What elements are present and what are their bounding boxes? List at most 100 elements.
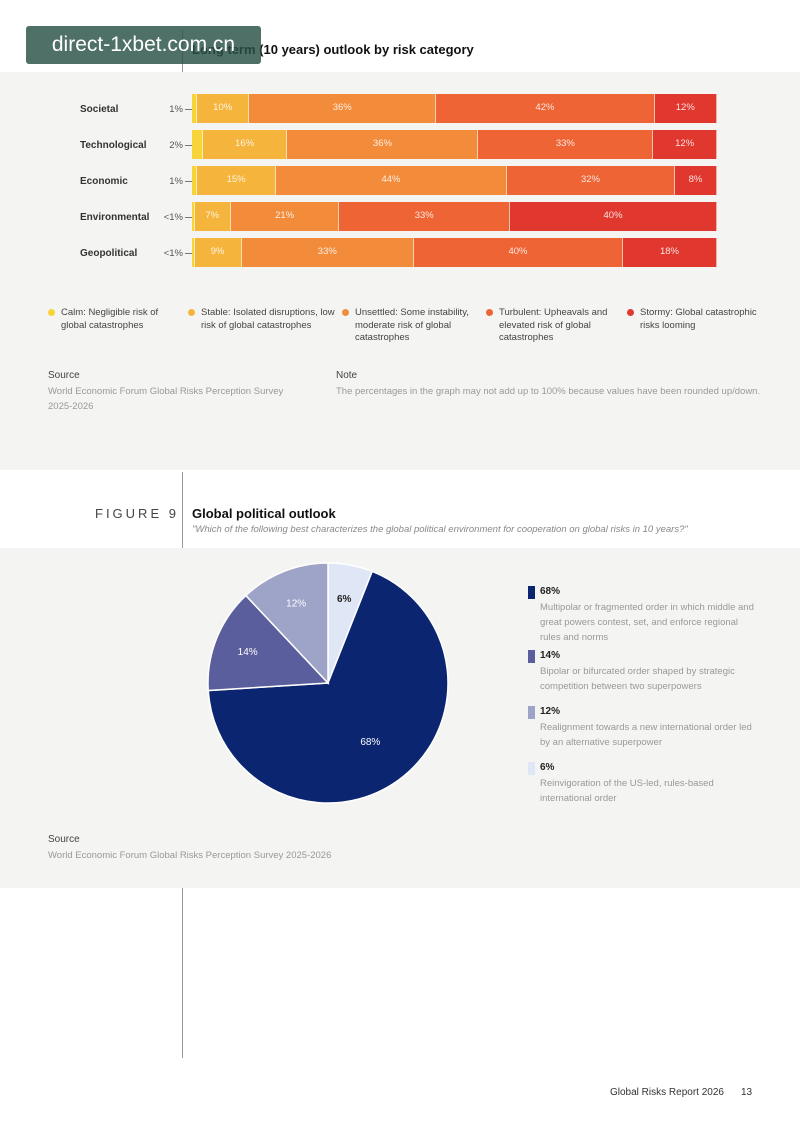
bar-value-label: 21% [275,210,295,221]
bar-calm-tick [185,181,193,182]
pie-legend-description: Reinvigoration of the US-led, rules-base… [540,778,714,804]
bar-value-label: 33% [317,246,337,257]
bar-category-label: Environmental [80,212,150,223]
bar-value-label: 32% [580,174,600,185]
bar-segment-unsettled: 36% [287,130,479,159]
pie-legend-swatch [528,586,535,599]
legend-color-dot [48,309,55,316]
bar-category-label: Societal [80,104,119,115]
bar-value-label: 16% [235,138,255,149]
figure8-source-heading: Source [48,370,80,381]
pie-legend-item: 12% Realignment towards a new internation… [528,706,755,750]
bar-segment-turbulent: 40% [413,238,623,267]
bar-value-label: 12% [675,102,695,113]
bar-value-label: 33% [414,210,434,221]
watermark-banner: direct-1xbet.com.cn [26,26,261,64]
pie-slice-label: 68% [360,737,380,748]
bar-row: 15% 44% 32% 8% [192,166,717,195]
bar-value-label: 40% [603,210,623,221]
bar-value-label: 18% [659,246,679,257]
bar-segment-stormy: 40% [510,202,717,231]
bar-value-label: 12% [675,138,695,149]
bar-segment-unsettled: 21% [230,202,340,231]
bar-segment-calm [192,202,195,231]
bar-legend-item: Unsettled: Some instability, moderate ri… [342,307,475,345]
pie-legend-swatch [528,762,535,775]
bar-segment-unsettled: 36% [249,94,437,123]
bar-row: 7% 21% 33% 40% [192,202,717,231]
pie-slice [207,570,449,804]
bar-calm-tick [185,109,193,110]
pie-legend-item: 68% Multipolar or fragmented order in whi… [528,586,755,645]
bar-segment-turbulent: 42% [436,94,655,123]
divider-line-bottom [182,888,183,1058]
bar-value-label: 8% [688,174,703,185]
bar-value-label: 42% [535,102,555,113]
pie-legend-swatch [528,706,535,719]
bar-segment-stormy: 12% [653,130,717,159]
bar-segment-stormy: 8% [675,166,717,195]
figure9-subtitle: "Which of the following best characteriz… [192,524,688,535]
bar-segment-calm [192,130,203,159]
bar-calm-label: 1% [169,104,183,115]
pie-slice [244,562,329,685]
figure8-note-text: The percentages in the graph may not add… [336,386,761,397]
pie-legend-swatch [528,650,535,663]
bar-segment-stable: 15% [197,166,276,195]
bar-value-label: 33% [555,138,575,149]
bar-calm-tick [185,145,193,146]
bar-value-label: 9% [210,246,225,257]
footer-page-number: 13 [741,1087,753,1098]
bar-value-label: 7% [205,210,220,221]
bar-calm-label: 2% [169,140,183,151]
pie-slice [207,594,330,692]
bar-segment-calm [192,94,198,123]
bar-value-label: 40% [508,246,528,257]
bar-value-label: 10% [213,102,233,113]
bar-segment-calm [192,238,195,267]
bar-row: 9% 33% 40% 18% [192,238,717,267]
bar-category-label: Economic [80,176,128,187]
pie-legend-description: Multipolar or fragmented order in which … [540,602,754,643]
footer-report-title: Global Risks Report 2026 [610,1087,724,1098]
bar-calm-label: <1% [163,248,183,259]
bar-segment-turbulent: 33% [478,130,654,159]
bar-segment-turbulent: 33% [339,202,511,231]
pie-legend-percent: 68% [540,586,561,597]
pie-chart: 6% 68% 14% 12% [207,562,449,804]
bar-segment-stable: 16% [202,130,288,159]
pie-legend-description: Realignment towards a new international … [540,722,752,748]
bar-segment-stable: 7% [194,202,231,231]
bar-row: 10% 36% 42% 12% [192,94,717,123]
pie-legend-percent: 12% [540,706,561,717]
bar-legend-item: Calm: Negligible risk of global catastro… [48,307,181,332]
pie-slice-label: 12% [286,599,306,610]
bar-legend-item: Turbulent: Upheavals and elevated risk o… [486,307,624,345]
legend-text: Unsettled: Some instability, moderate ri… [355,307,469,343]
bar-calm-label: 1% [169,176,183,187]
bar-segment-stable: 10% [197,94,250,123]
divider-line-middle [182,472,183,548]
bar-value-label: 36% [332,102,352,113]
legend-color-dot [342,309,349,316]
pie-slice-label: 14% [238,647,258,658]
bar-category-label: Geopolitical [80,248,138,259]
legend-color-dot [627,309,634,316]
figure8-source-text: World Economic Forum Global Risks Percep… [48,386,284,412]
figure9-title: Global political outlook [192,506,336,521]
bar-calm-tick [185,253,193,254]
pie-legend-percent: 14% [540,650,561,661]
legend-color-dot [486,309,493,316]
bar-segment-stormy: 18% [622,238,717,267]
bar-segment-stable: 9% [194,238,242,267]
legend-text: Turbulent: Upheavals and elevated risk o… [499,307,608,343]
bar-segment-unsettled: 33% [241,238,414,267]
pie-legend-item: 14% Bipolar or bifurcated order shaped by… [528,650,755,694]
bar-segment-stormy: 12% [654,94,717,123]
bar-segment-calm [192,166,198,195]
bar-calm-tick [185,217,193,218]
bar-value-label: 36% [372,138,392,149]
figure8-note-heading: Note [336,370,358,381]
bar-segment-unsettled: 44% [276,166,507,195]
pie-legend-item: 6% Reinvigoration of the US-led, rules-ba… [528,762,755,806]
